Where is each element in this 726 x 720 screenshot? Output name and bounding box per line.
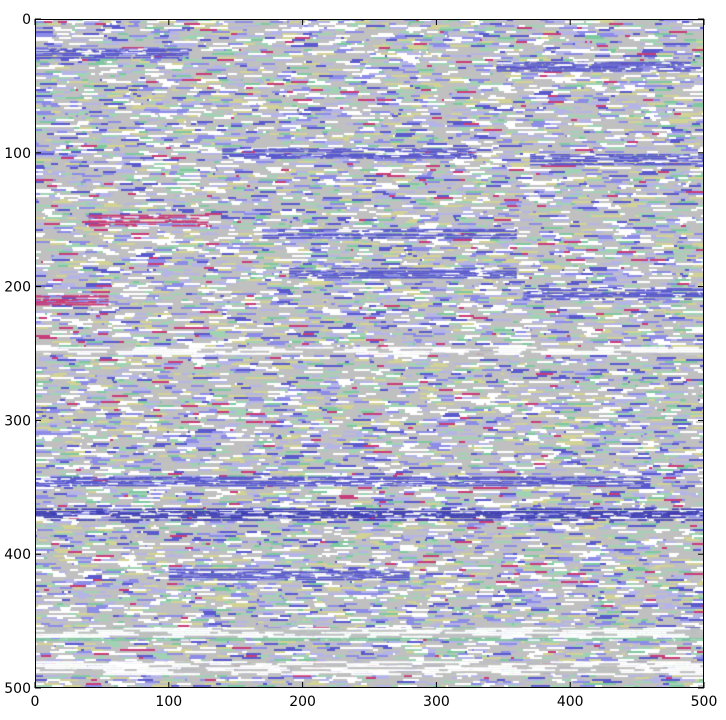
y-tick-label: 400 bbox=[4, 547, 31, 563]
x-tick-label: 0 bbox=[31, 694, 40, 710]
y-tick-label: 100 bbox=[4, 146, 31, 162]
x-tick-label: 200 bbox=[289, 694, 316, 710]
x-tick-label: 400 bbox=[557, 694, 584, 710]
x-tick-label: 500 bbox=[691, 694, 718, 710]
y-tick-label: 300 bbox=[4, 413, 31, 429]
heatmap-image bbox=[35, 19, 704, 688]
y-tick-label: 500 bbox=[4, 681, 31, 697]
x-tick-label: 300 bbox=[423, 694, 450, 710]
x-tick-label: 100 bbox=[155, 694, 182, 710]
heatmap-plot-area bbox=[35, 19, 704, 688]
y-tick-label: 200 bbox=[4, 280, 31, 296]
y-tick-label: 0 bbox=[22, 12, 31, 28]
